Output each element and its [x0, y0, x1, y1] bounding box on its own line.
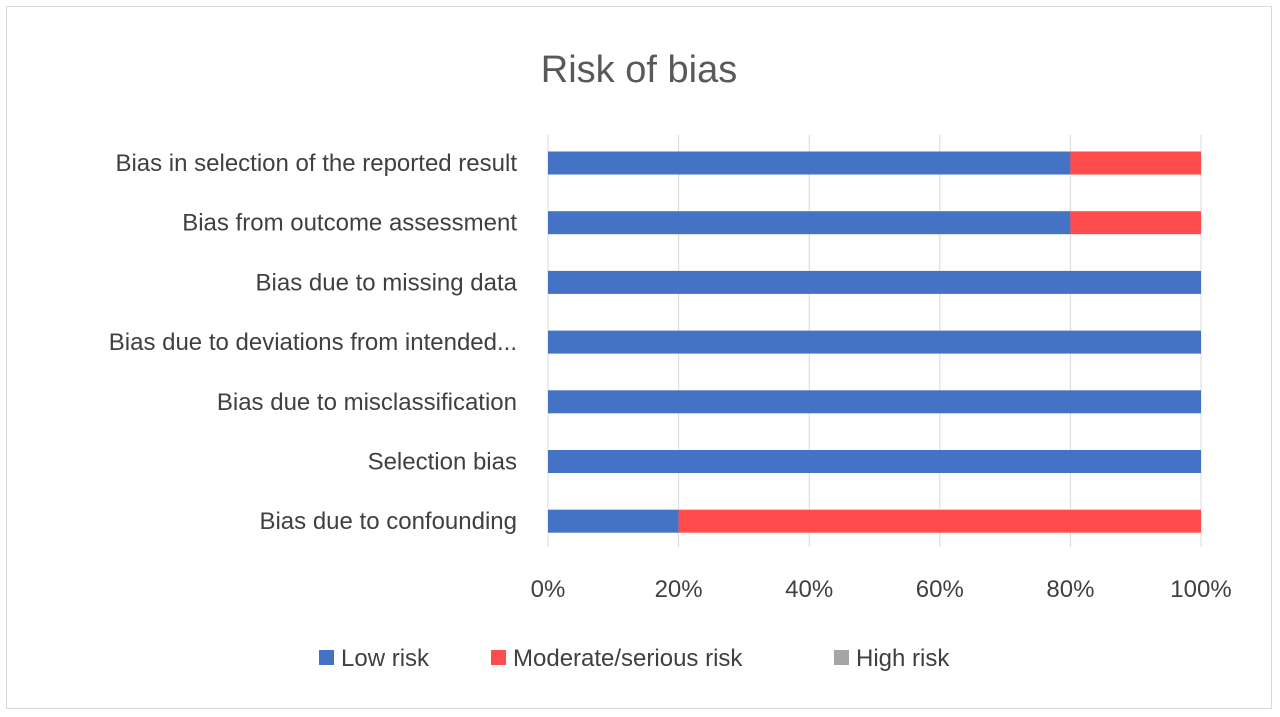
- category-label: Bias from outcome assessment: [182, 210, 517, 237]
- category-label: Bias due to missing data: [256, 269, 518, 296]
- bar-segment: [548, 390, 1201, 414]
- bar-segment: [548, 270, 1201, 294]
- x-tick-label: 80%: [1046, 576, 1094, 603]
- bar-segment: [548, 450, 1201, 473]
- x-tick-label: 40%: [785, 576, 833, 603]
- category-labels: Bias in selection of the reported result…: [109, 150, 518, 535]
- bar-segment: [548, 509, 679, 533]
- risk-of-bias-chart: Risk of bias Bias in selection of the re…: [109, 49, 1232, 672]
- legend-label: Low risk: [341, 645, 430, 672]
- category-label: Bias due to misclassification: [217, 389, 517, 416]
- bar-segment: [1070, 211, 1201, 235]
- bar-segment: [1070, 151, 1201, 175]
- bars: [548, 151, 1201, 533]
- x-axis-tick-labels: 0% 20% 40% 60% 80% 100%: [531, 576, 1232, 603]
- legend: Low risk Moderate/serious risk High risk: [319, 645, 950, 672]
- category-label: Selection bias: [368, 449, 517, 476]
- category-label: Bias in selection of the reported result: [115, 150, 517, 177]
- bar-segment: [548, 330, 1201, 354]
- x-tick-label: 60%: [916, 576, 964, 603]
- x-tick-label: 100%: [1170, 576, 1231, 603]
- category-label: Bias due to deviations from intended...: [109, 329, 517, 356]
- legend-swatch: [491, 650, 506, 665]
- chart-frame: Risk of bias Bias in selection of the re…: [6, 6, 1272, 709]
- legend-label: High risk: [856, 645, 950, 672]
- legend-swatch: [319, 650, 334, 665]
- chart-title: Risk of bias: [541, 49, 737, 91]
- category-label: Bias due to confounding: [259, 508, 517, 535]
- bar-segment: [548, 151, 1071, 175]
- x-tick-label: 0%: [531, 576, 566, 603]
- legend-label: Moderate/serious risk: [513, 645, 743, 672]
- bar-segment: [678, 509, 1201, 533]
- x-tick-label: 20%: [655, 576, 703, 603]
- legend-swatch: [834, 650, 849, 665]
- bar-segment: [548, 211, 1071, 235]
